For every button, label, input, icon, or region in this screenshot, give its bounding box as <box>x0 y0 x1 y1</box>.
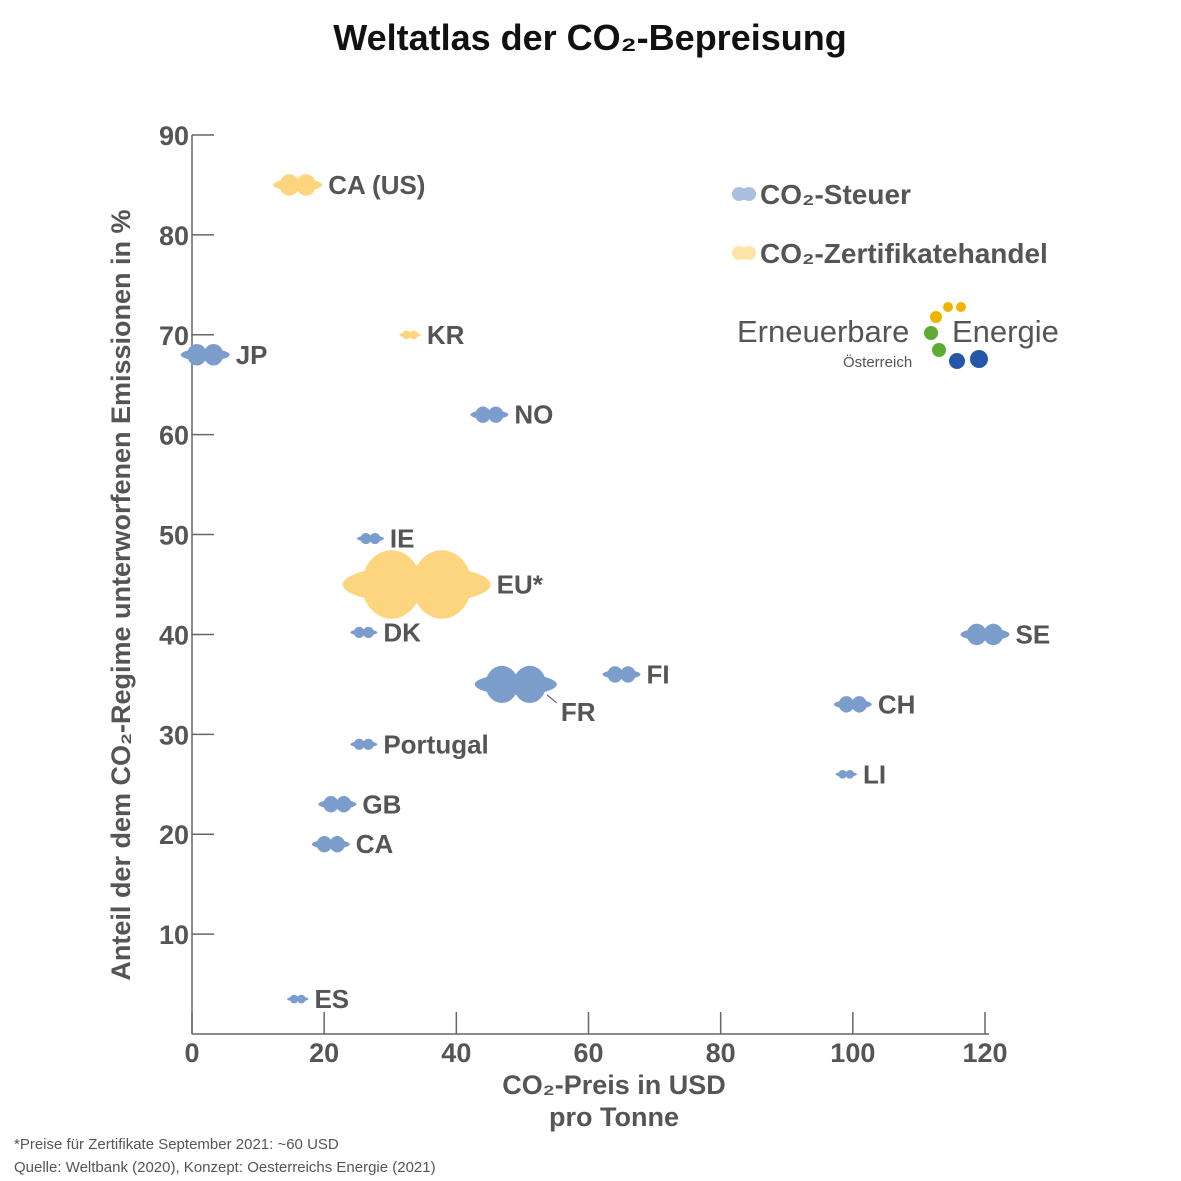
logo-dot <box>924 326 938 340</box>
logo-dot <box>970 350 988 368</box>
label-se: SE <box>1016 619 1051 649</box>
footnote-source: Quelle: Weltbank (2020), Konzept: Oester… <box>14 1159 436 1176</box>
cloud-li <box>835 769 857 779</box>
y-tick-label: 30 <box>159 720 189 750</box>
legend-trading-swatch <box>732 246 756 260</box>
logo-dots <box>924 302 988 369</box>
cloud-no <box>470 406 509 423</box>
y-tick-label: 90 <box>159 121 189 151</box>
data-labels: JP NO IE DK FR FI SE CH Portugal LI GB CA ES CA (US) K… <box>236 170 1050 1014</box>
x-axis-label-line2: pro Tonne <box>549 1102 679 1132</box>
logo-dot <box>930 311 942 323</box>
legend-trading-label: CO₂-Zertifikatehandel <box>760 238 1048 269</box>
label-jp: JP <box>236 340 268 370</box>
cloud-fi <box>602 666 641 683</box>
y-tick-label: 40 <box>159 620 189 650</box>
x-tick-label: 100 <box>830 1038 875 1068</box>
label-ch: CH <box>878 689 916 719</box>
x-tick-label: 40 <box>441 1038 471 1068</box>
cloud-portugal <box>350 738 378 750</box>
y-tick-label: 20 <box>159 820 189 850</box>
x-tick-label: 20 <box>309 1038 339 1068</box>
label-kr: KR <box>427 320 465 350</box>
cloud-eu <box>342 550 491 619</box>
y-axis-label: Anteil der dem CO₂-Regime unterworfenen … <box>106 209 136 980</box>
x-axis-label: CO₂-Preis in USD <box>502 1070 726 1100</box>
label-fr: FR <box>561 697 596 727</box>
axes: 10 20 30 40 50 60 70 80 90 0 20 40 60 80 100 120 <box>159 121 1008 1068</box>
label-leader-fr <box>546 694 558 704</box>
label-ie: IE <box>390 524 415 554</box>
cloud-jp <box>180 343 230 366</box>
label-ca-us: CA (US) <box>328 170 425 200</box>
label-fi: FI <box>647 659 670 689</box>
label-eu: EU* <box>497 570 544 600</box>
y-tick-label: 60 <box>159 421 189 451</box>
cloud-dk <box>350 626 378 639</box>
logo-dot <box>943 302 953 312</box>
legend: CO₂-Steuer CO₂-Zertifikatehandel <box>732 179 1048 269</box>
logo-dot <box>949 353 965 369</box>
y-tick-label: 50 <box>159 521 189 551</box>
label-gb: GB <box>362 789 401 819</box>
cloud-ca <box>311 836 350 853</box>
x-tick-label: 60 <box>573 1038 603 1068</box>
logo-word-energie: Energie <box>952 314 1059 349</box>
logo-dot <box>956 302 966 312</box>
cloud-gb <box>318 796 357 813</box>
logo-dot <box>932 343 946 357</box>
x-tick-label: 80 <box>706 1038 736 1068</box>
legend-tax-label: CO₂-Steuer <box>760 179 911 210</box>
label-li: LI <box>863 759 886 789</box>
label-dk: DK <box>383 617 421 647</box>
x-tick-label: 120 <box>962 1038 1007 1068</box>
label-ca: CA <box>356 829 394 859</box>
cloud-ie <box>356 532 384 545</box>
cloud-se <box>960 623 1010 646</box>
y-tick-label: 70 <box>159 321 189 351</box>
legend-tax-swatch <box>732 187 756 201</box>
logo-word-oesterreich: Österreich <box>843 353 912 371</box>
label-es: ES <box>314 984 349 1014</box>
cloud-es <box>286 994 309 1004</box>
label-no: NO <box>514 400 553 430</box>
cloud-ch <box>833 696 872 713</box>
cloud-fr <box>474 665 557 703</box>
label-portugal: Portugal <box>383 729 488 759</box>
x-tick-label: 0 <box>184 1038 199 1068</box>
data-clouds <box>180 174 1010 1004</box>
cloud-kr <box>399 330 421 340</box>
footnote-note: *Preise für Zertifikate September 2021: … <box>14 1136 339 1153</box>
erneuerbare-energie-logo: Erneuerbare Energie Österreich <box>737 302 1059 371</box>
chart-title: Weltatlas der CO₂-Bepreisung <box>333 17 846 58</box>
y-tick-label: 10 <box>159 920 189 950</box>
y-tick-label: 80 <box>159 221 189 251</box>
logo-word-erneuerbare: Erneuerbare <box>737 314 909 349</box>
cloud-ca-us <box>273 174 323 196</box>
